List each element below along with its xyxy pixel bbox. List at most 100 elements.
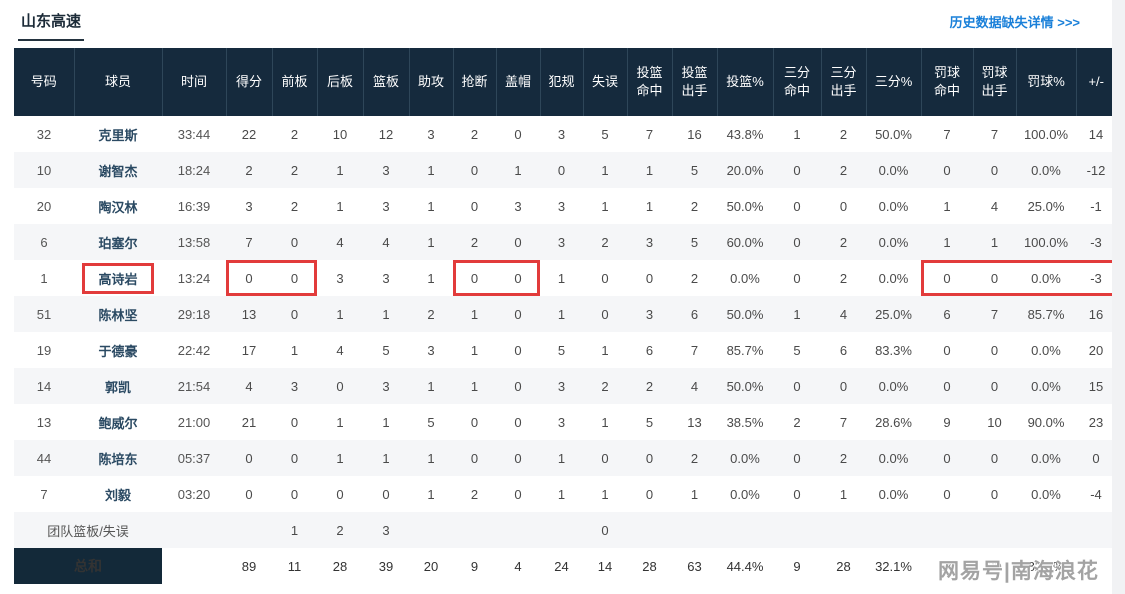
player-name[interactable]: 珀塞尔 <box>98 235 138 251</box>
stat-cell: 4 <box>336 342 344 358</box>
stat-cell: 1 <box>601 198 609 214</box>
stat-cell: 1 <box>514 162 522 178</box>
stat-cell: 0.0% <box>878 486 909 502</box>
stat-cell <box>226 512 272 548</box>
stat-cell: 4 <box>990 198 999 214</box>
stat-cell: 0 <box>990 342 999 358</box>
stat-cell: 2 <box>839 450 848 466</box>
stat-cell: 3 <box>382 378 390 394</box>
stat-cell: 0 <box>793 162 801 178</box>
stat-cell <box>973 512 1016 548</box>
stat-cell: 22 <box>241 126 257 142</box>
jersey-number: 19 <box>36 342 52 358</box>
stat-cell: 2 <box>793 414 801 430</box>
stat-cell: 3 <box>427 342 435 358</box>
player-name[interactable]: 高诗岩 <box>74 260 162 296</box>
stat-cell: 13 <box>687 414 702 430</box>
stat-cell: 0 <box>290 234 299 250</box>
player-name[interactable]: 陈培东 <box>98 451 138 467</box>
stat-cell: 5 <box>793 342 801 358</box>
play-time: 13:58 <box>177 234 211 250</box>
stats-table-body: 32 克里斯 33:44 22 2 10 12 3 2 0 3 5 7 16 43.8% 1 2 50.0% 7 7 1… <box>14 116 1116 584</box>
stat-cell: 0 <box>943 342 951 358</box>
stat-cell: 0 <box>601 306 609 322</box>
stat-cell: 1 <box>427 198 435 214</box>
team-tab[interactable]: 山东高速 <box>18 10 85 41</box>
player-name[interactable]: 于德豪 <box>98 343 138 359</box>
stat-cell: 6 <box>943 306 951 322</box>
stat-cell: 20 <box>1088 342 1104 358</box>
header-cell: 前板 <box>272 48 318 116</box>
stat-cell: 1 <box>336 198 344 214</box>
stat-cell: 0 <box>645 450 654 466</box>
stat-cell: -1 <box>1090 198 1102 214</box>
player-name[interactable]: 陈林坚 <box>98 307 138 323</box>
stat-cell: 43.8% <box>726 126 764 142</box>
stat-cell: 2 <box>839 234 848 250</box>
stat-cell: 13 <box>241 306 257 322</box>
stat-cell: 0 <box>514 486 522 502</box>
stat-cell: 0 <box>793 486 801 502</box>
stat-cell <box>1076 548 1116 584</box>
stat-cell: 2 <box>601 378 609 394</box>
stat-cell: 2 <box>290 198 299 214</box>
stat-cell: 7 <box>943 126 951 142</box>
stat-cell: 5 <box>645 414 654 430</box>
stat-cell: 1 <box>336 414 344 430</box>
player-name[interactable]: 刘毅 <box>104 487 131 503</box>
jersey-number: 10 <box>36 162 52 178</box>
stat-cell <box>717 512 773 548</box>
stat-cell: 0.0% <box>730 270 760 286</box>
play-time: 18:24 <box>177 162 211 178</box>
history-missing-data-link[interactable]: 历史数据缺失详情 >>> <box>949 15 1080 30</box>
player-name[interactable]: 克里斯 <box>98 127 138 143</box>
stat-cell: 9 <box>470 558 479 574</box>
stat-cell <box>921 512 973 548</box>
header-cell: 罚球 命中 <box>921 48 974 116</box>
stat-cell: 0 <box>470 198 479 214</box>
player-row: 6 珀塞尔 13:58 7 0 4 4 1 2 0 3 2 3 5 60.0% 0 2 0.0% 1 1 100.0% -… <box>14 224 1116 260</box>
stat-cell: 50.0% <box>726 306 764 322</box>
stat-cell: 3 <box>557 234 566 250</box>
stat-cell: 9 <box>943 414 951 430</box>
stat-cell: 0 <box>839 378 848 394</box>
stat-cell: 1 <box>427 378 435 394</box>
stat-cell: 20.0% <box>726 162 764 178</box>
team-row-label: 团队篮板/失误 <box>47 523 129 539</box>
stat-cell: 3 <box>557 414 566 430</box>
header-cell: 失误 <box>583 48 628 116</box>
stat-cell: 4 <box>514 558 522 574</box>
stat-cell: 0 <box>601 522 609 538</box>
stat-cell: 2 <box>690 198 699 214</box>
jersey-number: 20 <box>36 198 52 214</box>
player-name[interactable]: 谢智杰 <box>98 163 138 179</box>
stat-cell: 0 <box>645 270 654 286</box>
stat-cell: 4 <box>839 306 848 322</box>
player-name[interactable]: 陶汉林 <box>98 199 138 215</box>
stat-cell: 0 <box>514 414 522 430</box>
header-cell: 得分 <box>226 48 273 116</box>
stat-cell: 0 <box>245 486 253 502</box>
stat-cell <box>1076 512 1116 548</box>
stat-cell: 1 <box>382 414 390 430</box>
stat-cell: 0 <box>272 260 317 296</box>
stat-cell: 7 <box>645 126 654 142</box>
stat-cell: 0 <box>839 198 848 214</box>
stat-cell: 1 <box>601 162 609 178</box>
stat-cell: 1 <box>943 234 951 250</box>
stat-cell: -4 <box>1090 486 1102 502</box>
player-name[interactable]: 鲍威尔 <box>98 415 138 431</box>
stat-cell: 1 <box>645 162 654 178</box>
stat-cell: 0.0% <box>878 234 909 250</box>
player-name[interactable]: 郭凯 <box>104 379 131 395</box>
stat-cell: 2 <box>245 162 253 178</box>
stat-cell: 28 <box>836 558 851 574</box>
stat-cell: 6 <box>690 306 699 322</box>
header-cell: 后板 <box>317 48 364 116</box>
stat-cell: 2 <box>690 450 699 466</box>
stat-cell: 0 <box>943 450 951 466</box>
player-row: 14 郭凯 21:54 4 3 0 3 1 1 0 3 2 2 4 50.0% 0 0 0.0% 0 0 0.0% 15 <box>14 368 1116 404</box>
stat-cell: 0 <box>453 260 496 296</box>
stat-cell: 38.5% <box>726 414 764 430</box>
empty-cell <box>162 548 226 584</box>
